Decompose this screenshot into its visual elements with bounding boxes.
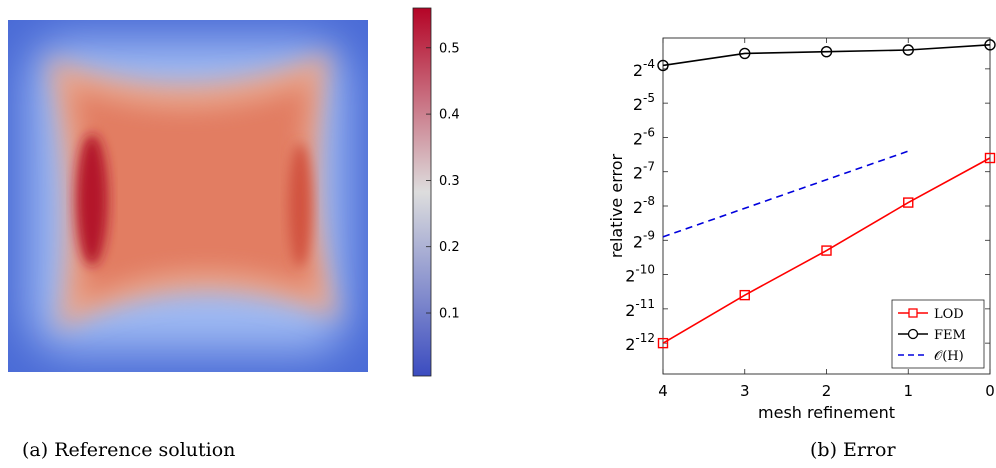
caption-a: (a) Reference solution <box>22 439 235 461</box>
colorbar-tick-label: 0.4 <box>439 108 460 123</box>
x-axis-label: mesh refinement <box>758 403 895 422</box>
error-plot: 4 3 2 1 0 2-4 2-5 2-6 2-7 2-8 2-9 2-10 2-11 2-12 mesh … <box>607 37 996 422</box>
y-tick-label: 2-11 <box>625 297 655 320</box>
heatmap-left-peak <box>76 134 108 266</box>
y-axis-label: relative error <box>607 153 626 258</box>
heatmap <box>8 20 368 372</box>
y-tick-label: 2-7 <box>633 160 655 183</box>
lod-marker <box>657 337 669 349</box>
heatmap-core-region <box>72 84 316 300</box>
y-tick-label: 2-9 <box>633 228 655 251</box>
colorbar-tick-label: 0.5 <box>439 41 460 56</box>
lod-marker <box>739 289 750 301</box>
colorbar-ticks: 0.1 0.2 0.3 0.4 0.5 <box>426 41 460 322</box>
series-line-0 <box>662 157 991 344</box>
fem-marker <box>657 59 669 72</box>
series-line-1 <box>662 44 991 67</box>
reference-solution-panel: 0.1 0.2 0.3 0.4 0.5 (a) Reference solution <box>8 7 460 461</box>
y-tick-label: 2-5 <box>633 91 655 114</box>
lod-marker <box>821 245 832 256</box>
y-tick-label: 2-10 <box>625 263 655 286</box>
fem-marker <box>820 46 833 58</box>
fem-marker <box>739 47 751 60</box>
colorbar-tick-label: 0.1 <box>439 307 460 322</box>
fem-marker <box>902 44 914 56</box>
legend-label: FEM <box>934 328 966 343</box>
fem-marker <box>984 39 996 51</box>
y-tick-label: 2-12 <box>625 331 655 354</box>
legend-marker <box>907 328 919 340</box>
colorbar <box>412 7 432 377</box>
y-tick-label: 2-6 <box>633 125 655 148</box>
x-tick-label: 3 <box>740 382 750 400</box>
x-tick-label: 2 <box>822 382 832 400</box>
x-tick-label: 0 <box>985 382 995 400</box>
error-panel: 4 3 2 1 0 2-4 2-5 2-6 2-7 2-8 2-9 2-10 2-11 2-12 mesh … <box>607 37 996 461</box>
legend-label: 𝒪(H) <box>934 349 964 364</box>
y-tick-label: 2-4 <box>633 57 655 80</box>
colorbar-tick-label: 0.3 <box>439 174 460 189</box>
series-line-2 <box>662 150 909 238</box>
y-tick-label: 2-8 <box>633 194 655 217</box>
x-tick-label: 4 <box>658 382 668 400</box>
lod-marker <box>903 197 914 208</box>
legend-label: LOD <box>934 307 964 322</box>
colorbar-tick-label: 0.2 <box>439 240 460 255</box>
x-tick-label: 1 <box>903 382 913 400</box>
legend-marker <box>908 308 918 318</box>
caption-b: (b) Error <box>810 439 897 461</box>
heatmap-right-ridge <box>288 143 312 267</box>
lod-marker <box>984 152 996 164</box>
